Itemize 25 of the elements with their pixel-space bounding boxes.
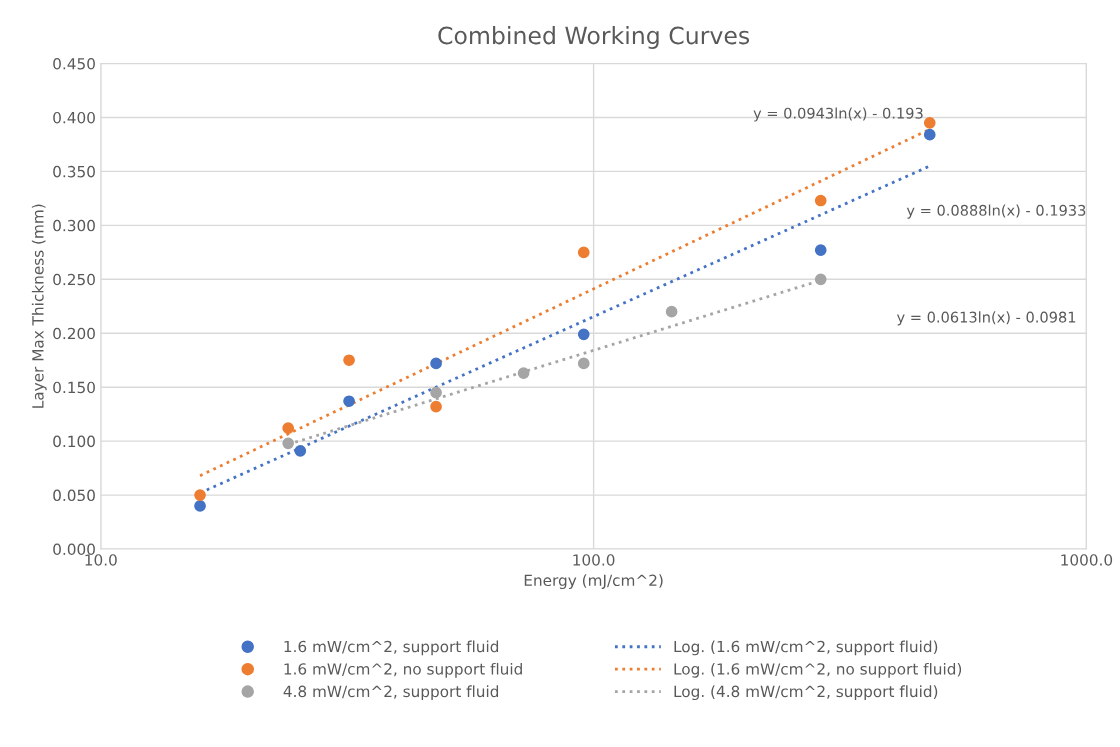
chart-title: Combined Working Curves (438, 26, 750, 49)
y-tick-label: 0.300 (53, 219, 95, 232)
legend-label: Log. (1.6 mW/cm^2, no support fluid) (674, 662, 962, 678)
y-tick-label: 0.000 (53, 543, 95, 556)
annotation: y = 0.0888ln(x) - 0.1933 (906, 204, 1086, 219)
x-tick-label: 10.0 (85, 554, 117, 566)
y-tick-label: 0.400 (53, 111, 95, 124)
y-tick-label: 0.350 (53, 165, 95, 178)
y-tick-label: 0.200 (53, 327, 95, 340)
y-tick-label: 0.050 (53, 489, 95, 502)
legend-label: 1.6 mW/cm^2, support fluid (284, 640, 499, 656)
y-tick-label: 0.250 (53, 273, 95, 286)
y-tick-label: 0.450 (53, 57, 95, 70)
y-tick-label: 0.100 (53, 435, 95, 448)
annotation: y = 0.0613ln(x) - 0.0981 (896, 311, 1076, 326)
legend-label: Log. (1.6 mW/cm^2, support fluid) (674, 640, 938, 656)
legend-label: 1.6 mW/cm^2, no support fluid (284, 662, 522, 678)
legend-label: 4.8 mW/cm^2, support fluid (283, 685, 499, 701)
x-tick-label: 100.0 (573, 554, 615, 566)
x-tick-label: 1000.0 (1061, 554, 1113, 566)
x-axis-title: Energy (mJ/cm^2) (524, 574, 663, 590)
annotation: y = 0.0943ln(x) - 0.193 (753, 107, 923, 122)
y-tick-label: 0.150 (53, 381, 95, 394)
legend-label: Log. (4.8 mW/cm^2, support fluid) (674, 685, 938, 701)
y-axis-title: Layer Max Thickness (mm) (31, 204, 47, 408)
